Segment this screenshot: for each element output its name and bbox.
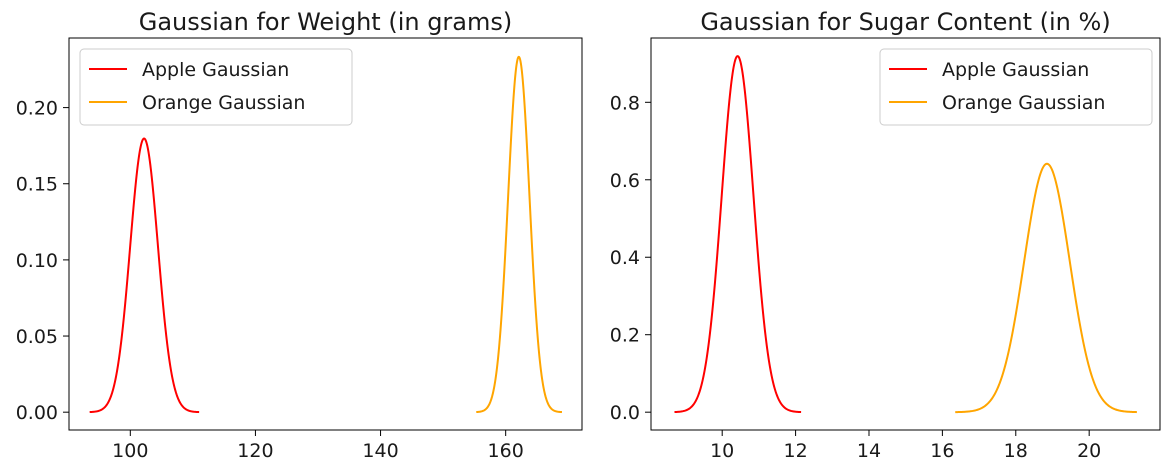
x-tick-label: 16 bbox=[930, 440, 954, 462]
legend-box bbox=[879, 48, 1153, 126]
legend-box bbox=[79, 48, 353, 126]
x-tick-label: 12 bbox=[783, 440, 807, 462]
chart-title: Gaussian for Sugar Content (in %) bbox=[700, 8, 1110, 36]
x-tick-label: 14 bbox=[857, 440, 881, 462]
legend-label: Apple Gaussian bbox=[942, 59, 1089, 81]
legend: Apple Gaussian Orange Gaussian bbox=[879, 48, 1153, 126]
series-line-orange-gaussian bbox=[476, 55, 563, 414]
plot-frame bbox=[68, 37, 583, 431]
y-tick-label: 0.4 bbox=[610, 247, 640, 269]
y-tick-label: 0.20 bbox=[16, 98, 58, 120]
series-line-apple-gaussian bbox=[89, 137, 200, 414]
series-line-apple-gaussian bbox=[674, 55, 802, 414]
y-tick-label: 0.0 bbox=[610, 402, 640, 424]
y-tick-label: 0.15 bbox=[16, 174, 58, 196]
series-line-orange-gaussian bbox=[955, 162, 1137, 414]
x-tick-label: 100 bbox=[112, 440, 148, 462]
y-tick-label: 0.2 bbox=[610, 325, 640, 347]
x-tick-label: 20 bbox=[1077, 440, 1101, 462]
chart-panel-2: Gaussian for Sugar Content (in %) 10 12 14 1… bbox=[610, 8, 1161, 462]
x-tick-label: 18 bbox=[1004, 440, 1028, 462]
x-tick-label: 10 bbox=[710, 440, 734, 462]
legend-label: Orange Gaussian bbox=[942, 92, 1105, 114]
y-tick-label: 0.00 bbox=[16, 402, 58, 424]
chart-title: Gaussian for Weight (in grams) bbox=[139, 8, 513, 36]
plot-frame bbox=[650, 37, 1161, 431]
legend: Apple Gaussian Orange Gaussian bbox=[79, 48, 353, 126]
legend-label: Apple Gaussian bbox=[142, 59, 289, 81]
x-tick-label: 140 bbox=[362, 440, 398, 462]
legend-label: Orange Gaussian bbox=[142, 92, 305, 114]
x-tick-label: 120 bbox=[237, 440, 273, 462]
chart-panel-1: Gaussian for Weight (in grams) 100 120 140 1… bbox=[16, 8, 583, 462]
y-tick-label: 0.8 bbox=[610, 92, 640, 114]
y-tick-label: 0.05 bbox=[16, 326, 58, 348]
x-tick-label: 160 bbox=[488, 440, 524, 462]
y-tick-label: 0.10 bbox=[16, 250, 58, 272]
y-tick-label: 0.6 bbox=[610, 170, 640, 192]
